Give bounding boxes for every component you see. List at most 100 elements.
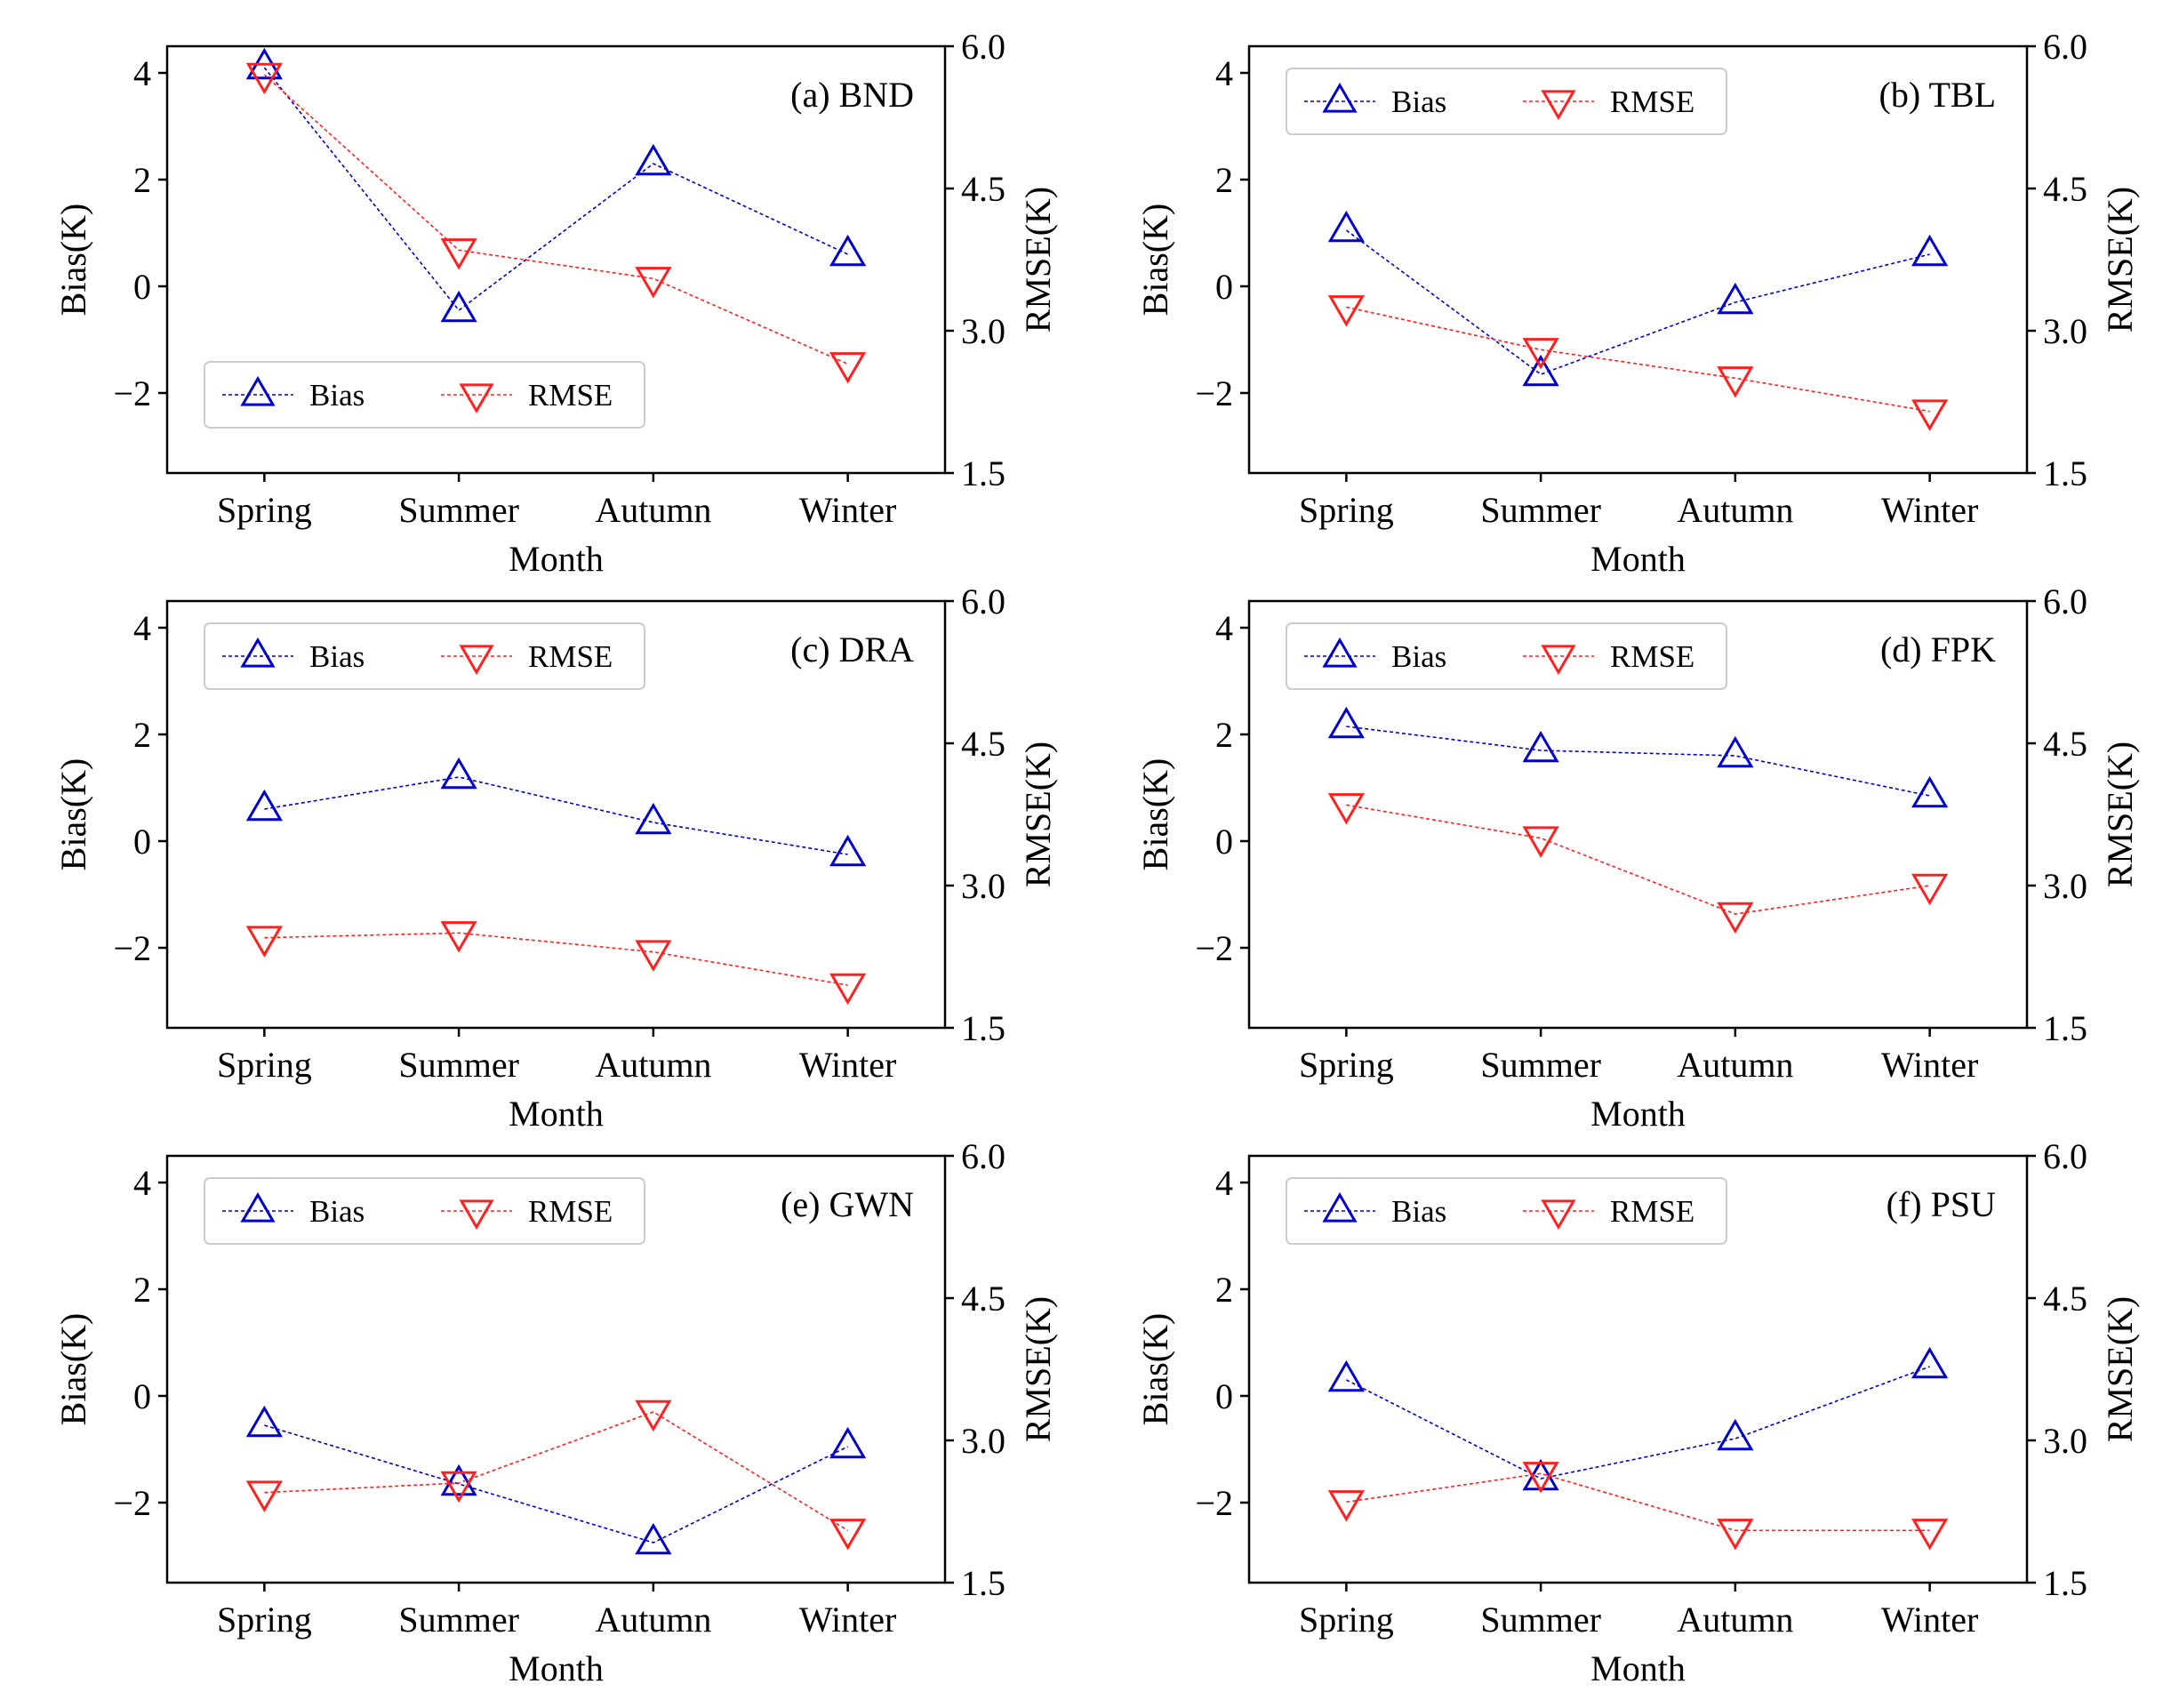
series-rmse <box>1327 793 1949 934</box>
bias-marker <box>1522 354 1559 387</box>
panel-dfpk: 4 2 0 −2 6.0 4.5 3.0 1.5 Spring Summer Autumn Winte… <box>1135 581 2140 1134</box>
x-tick-label: Spring <box>1299 490 1394 530</box>
bias-marker <box>245 789 283 822</box>
series-bias <box>245 757 867 867</box>
left-tick-label: 4 <box>1215 1163 1233 1203</box>
legend-label-bias: Bias <box>1391 84 1446 119</box>
left-tick-label: 2 <box>133 1270 151 1310</box>
rmse-marker <box>245 62 283 95</box>
bias-marker <box>1911 234 1949 267</box>
bias-marker <box>440 1463 477 1496</box>
left-tick-label: 0 <box>133 1376 151 1416</box>
panel-title: (f) PSU <box>1887 1184 1996 1224</box>
bias-marker <box>440 757 477 790</box>
right-tick-label: 6.0 <box>961 581 1005 621</box>
x-tick-label: Summer <box>1480 1045 1601 1085</box>
legend-label-rmse: RMSE <box>1610 84 1694 119</box>
left-tick-label: −2 <box>113 373 151 413</box>
panel-egwn: 4 2 0 −2 6.0 4.5 3.0 1.5 Spring Summer Autumn Winte… <box>53 1136 1058 1688</box>
series-bias <box>1327 706 1949 808</box>
series-line-bias <box>1346 726 1930 797</box>
right-tick-label: 1.5 <box>961 1008 1005 1048</box>
rmse-marker <box>1911 399 1949 431</box>
x-tick-label: Summer <box>1480 1600 1601 1640</box>
rmse-marker <box>829 1519 867 1551</box>
legend-marker-rmse <box>1541 1199 1576 1231</box>
right-tick-label: 3.0 <box>961 866 1005 906</box>
right-axis-label: RMSE(K) <box>1018 742 1058 887</box>
x-tick-label: Winter <box>1881 1045 1978 1085</box>
right-tick-label: 4.5 <box>961 724 1005 764</box>
x-tick-label: Spring <box>217 1045 312 1085</box>
x-axis-label: Month <box>509 539 604 579</box>
left-axis-label: Bias(K) <box>53 204 93 317</box>
right-tick-label: 4.5 <box>2043 1279 2087 1319</box>
left-tick-label: 0 <box>133 822 151 862</box>
legend-label-rmse: RMSE <box>1610 1194 1694 1229</box>
panel-fpsu: 4 2 0 −2 6.0 4.5 3.0 1.5 Spring Summer Autumn Winte… <box>1135 1136 2140 1688</box>
right-tick-label: 3.0 <box>961 311 1005 351</box>
left-axis-label: Bias(K) <box>53 758 93 871</box>
bias-marker <box>1327 706 1365 739</box>
left-axis-label: Bias(K) <box>53 1313 93 1426</box>
right-tick-label: 6.0 <box>2043 1136 2087 1176</box>
legend-box <box>204 361 645 429</box>
panel-title: (c) DRA <box>790 629 914 670</box>
right-tick-label: 3.0 <box>2043 1421 2087 1461</box>
x-tick-label: Winter <box>799 1045 896 1085</box>
legend-marker-rmse <box>459 383 494 414</box>
legend-marker-bias <box>1322 1191 1358 1223</box>
right-tick-label: 3.0 <box>961 1421 1005 1461</box>
panel-title: (b) TBL <box>1879 75 1996 115</box>
right-tick-label: 6.0 <box>961 1136 1005 1176</box>
x-tick-label: Spring <box>217 490 312 530</box>
right-axis-label: RMSE(K) <box>1018 1296 1058 1442</box>
left-tick-label: 4 <box>133 608 151 648</box>
legend: Bias RMSE <box>1286 622 1727 690</box>
bias-marker <box>1911 775 1949 808</box>
left-axis-label: Bias(K) <box>1135 1313 1175 1426</box>
rmse-marker <box>1911 873 1949 906</box>
right-tick-label: 4.5 <box>2043 724 2087 764</box>
series-bias <box>1327 1346 1949 1491</box>
legend-marker-bias <box>240 1191 276 1223</box>
rmse-marker <box>440 238 477 270</box>
legend-marker-bias <box>1322 82 1358 113</box>
x-tick-label: Autumn <box>595 1045 711 1085</box>
left-tick-label: 2 <box>1215 1270 1233 1310</box>
x-axis-label: Month <box>509 1094 604 1134</box>
legend-label-rmse: RMSE <box>528 378 613 413</box>
x-tick-label: Winter <box>1881 1600 1978 1640</box>
x-tick-label: Spring <box>217 1600 312 1640</box>
rmse-marker <box>245 1480 283 1512</box>
series-line-bias <box>1345 229 1930 375</box>
left-tick-label: 4 <box>1215 608 1233 648</box>
right-tick-label: 1.5 <box>961 1563 1005 1603</box>
right-tick-label: 4.5 <box>2043 169 2087 209</box>
right-tick-label: 1.5 <box>2043 1563 2087 1603</box>
legend-label-bias: Bias <box>309 1194 365 1229</box>
series-line-rmse <box>264 1411 849 1532</box>
left-tick-label: 4 <box>133 1163 151 1203</box>
left-tick-label: −2 <box>1195 928 1233 968</box>
series-rmse <box>1327 1462 1949 1551</box>
x-tick-label: Spring <box>1299 1600 1394 1640</box>
series-line-rmse <box>264 932 848 986</box>
right-tick-label: 6.0 <box>961 27 1005 67</box>
x-tick-label: Winter <box>1881 490 1978 530</box>
left-tick-label: −2 <box>1195 1483 1233 1523</box>
left-tick-label: −2 <box>113 1483 151 1523</box>
panel-cdra: 4 2 0 −2 6.0 4.5 3.0 1.5 Spring Summer Autumn Winte… <box>53 581 1058 1134</box>
legend-marker-bias <box>240 637 276 668</box>
left-tick-label: 4 <box>133 53 151 93</box>
x-axis-label: Month <box>509 1648 604 1688</box>
rmse-marker <box>1327 793 1365 825</box>
x-axis-label: Month <box>1590 539 1686 579</box>
left-tick-label: 0 <box>1215 267 1233 307</box>
series-line-rmse <box>1346 1472 1930 1532</box>
legend-label-bias: Bias <box>309 639 365 674</box>
right-tick-label: 3.0 <box>2043 311 2087 351</box>
plot-area-frame <box>1247 599 2029 1030</box>
legend-label-rmse: RMSE <box>528 639 613 674</box>
right-tick-label: 4.5 <box>961 169 1005 209</box>
